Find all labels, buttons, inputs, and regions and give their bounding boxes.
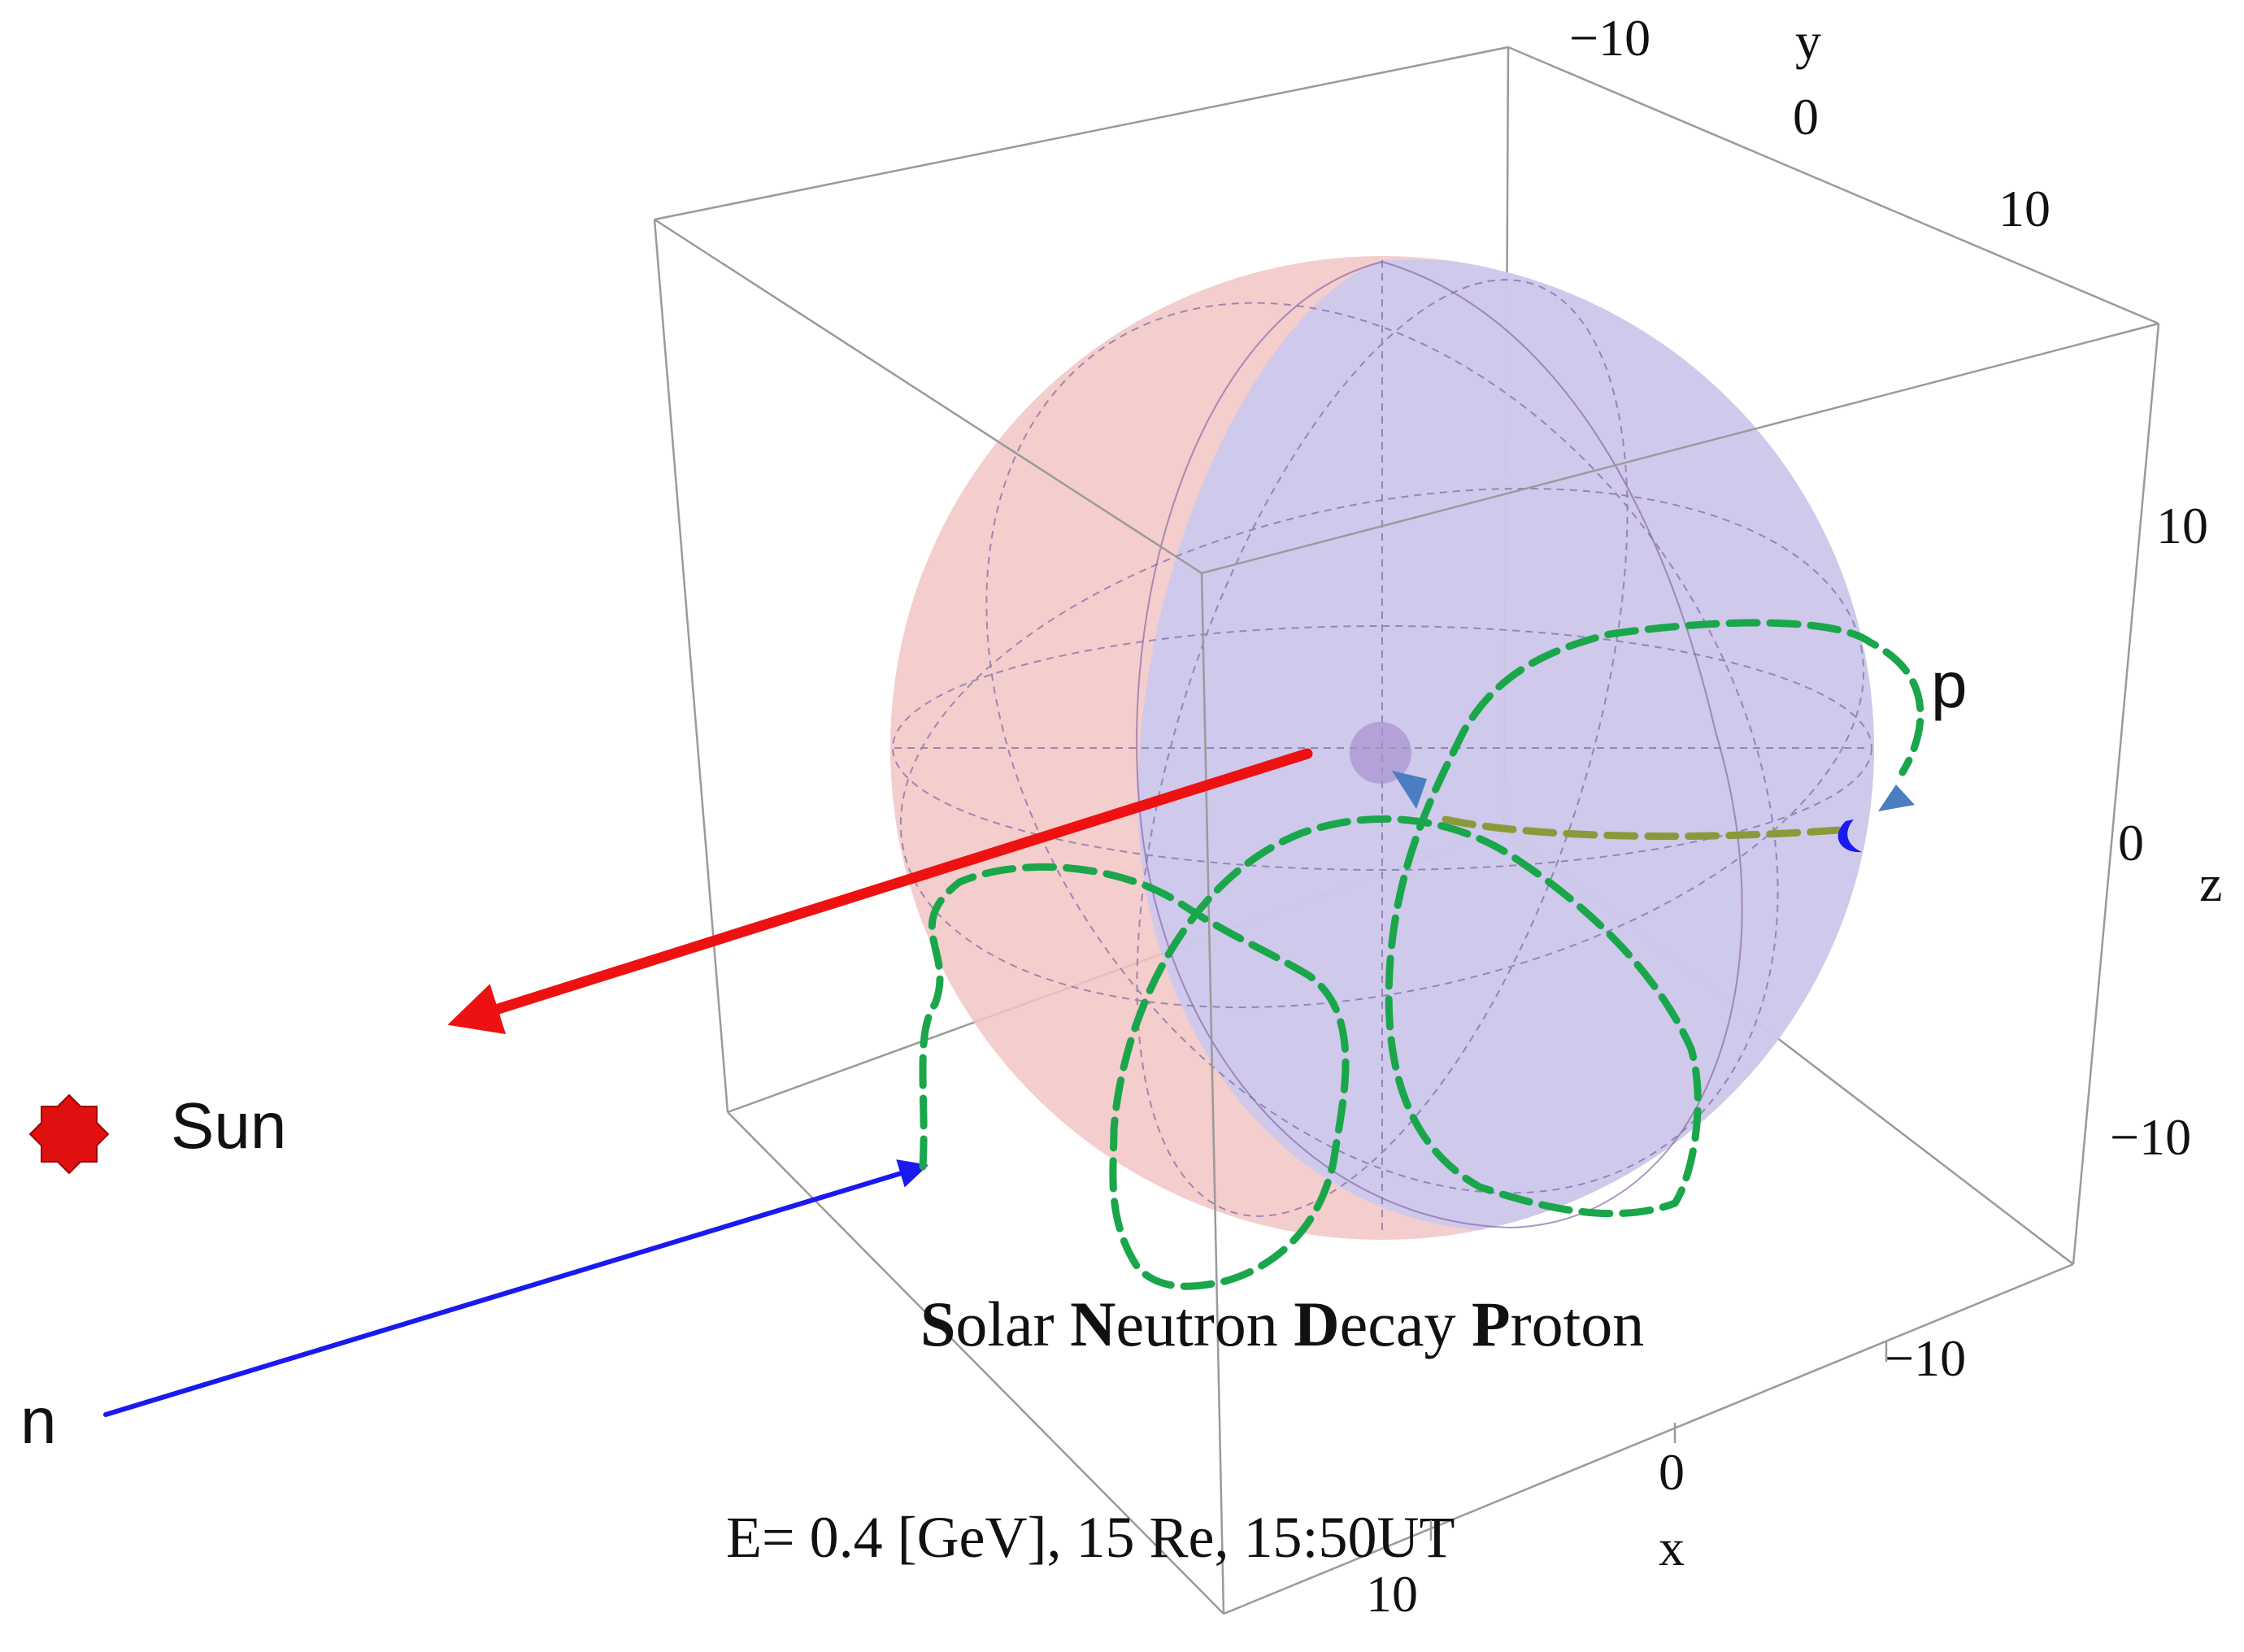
y-axis-label: y — [1795, 12, 1821, 70]
sun-label: Sun — [171, 1089, 286, 1162]
figure-title: Solar Neutron Decay Proton — [920, 1289, 1644, 1359]
proton-trajectory-end — [1442, 815, 1854, 841]
x-axis-ticks — [1429, 1341, 1888, 1541]
z-tick-10: 10 — [2156, 497, 2208, 554]
earth-center — [1350, 722, 1411, 784]
arrowhead-right — [1878, 785, 1915, 811]
z-tick-neg10: −10 — [2110, 1108, 2191, 1166]
axis-labels: y −10 0 10 z 10 0 −10 x −10 0 10 — [1366, 9, 2222, 1623]
neutron-label: n — [20, 1385, 57, 1457]
x-axis-label: x — [1659, 1519, 1685, 1576]
proton-label: p — [1931, 649, 1968, 721]
bounding-box-front — [654, 218, 2160, 1615]
proton-trajectory — [919, 619, 1924, 1290]
neutron-arrow — [103, 1159, 928, 1417]
x-tick-0: 0 — [1659, 1443, 1685, 1501]
sun-direction-arrow — [447, 748, 1313, 1035]
y-tick-neg10: −10 — [1569, 9, 1650, 67]
z-axis-label: z — [2199, 854, 2222, 912]
y-tick-0: 0 — [1793, 88, 1819, 146]
sun-icon — [28, 1093, 110, 1175]
proton-origin-marker — [1837, 819, 1862, 853]
x-tick-neg10: −10 — [1885, 1329, 1966, 1387]
arrowhead-center — [1392, 771, 1427, 809]
x-tick-10: 10 — [1366, 1565, 1418, 1623]
earth-sphere — [890, 256, 1874, 1240]
y-tick-10: 10 — [1998, 180, 2050, 237]
parameters-caption: E= 0.4 [GeV], 15 Re, 15:50UT — [726, 1505, 1455, 1570]
z-tick-0: 0 — [2118, 814, 2144, 872]
